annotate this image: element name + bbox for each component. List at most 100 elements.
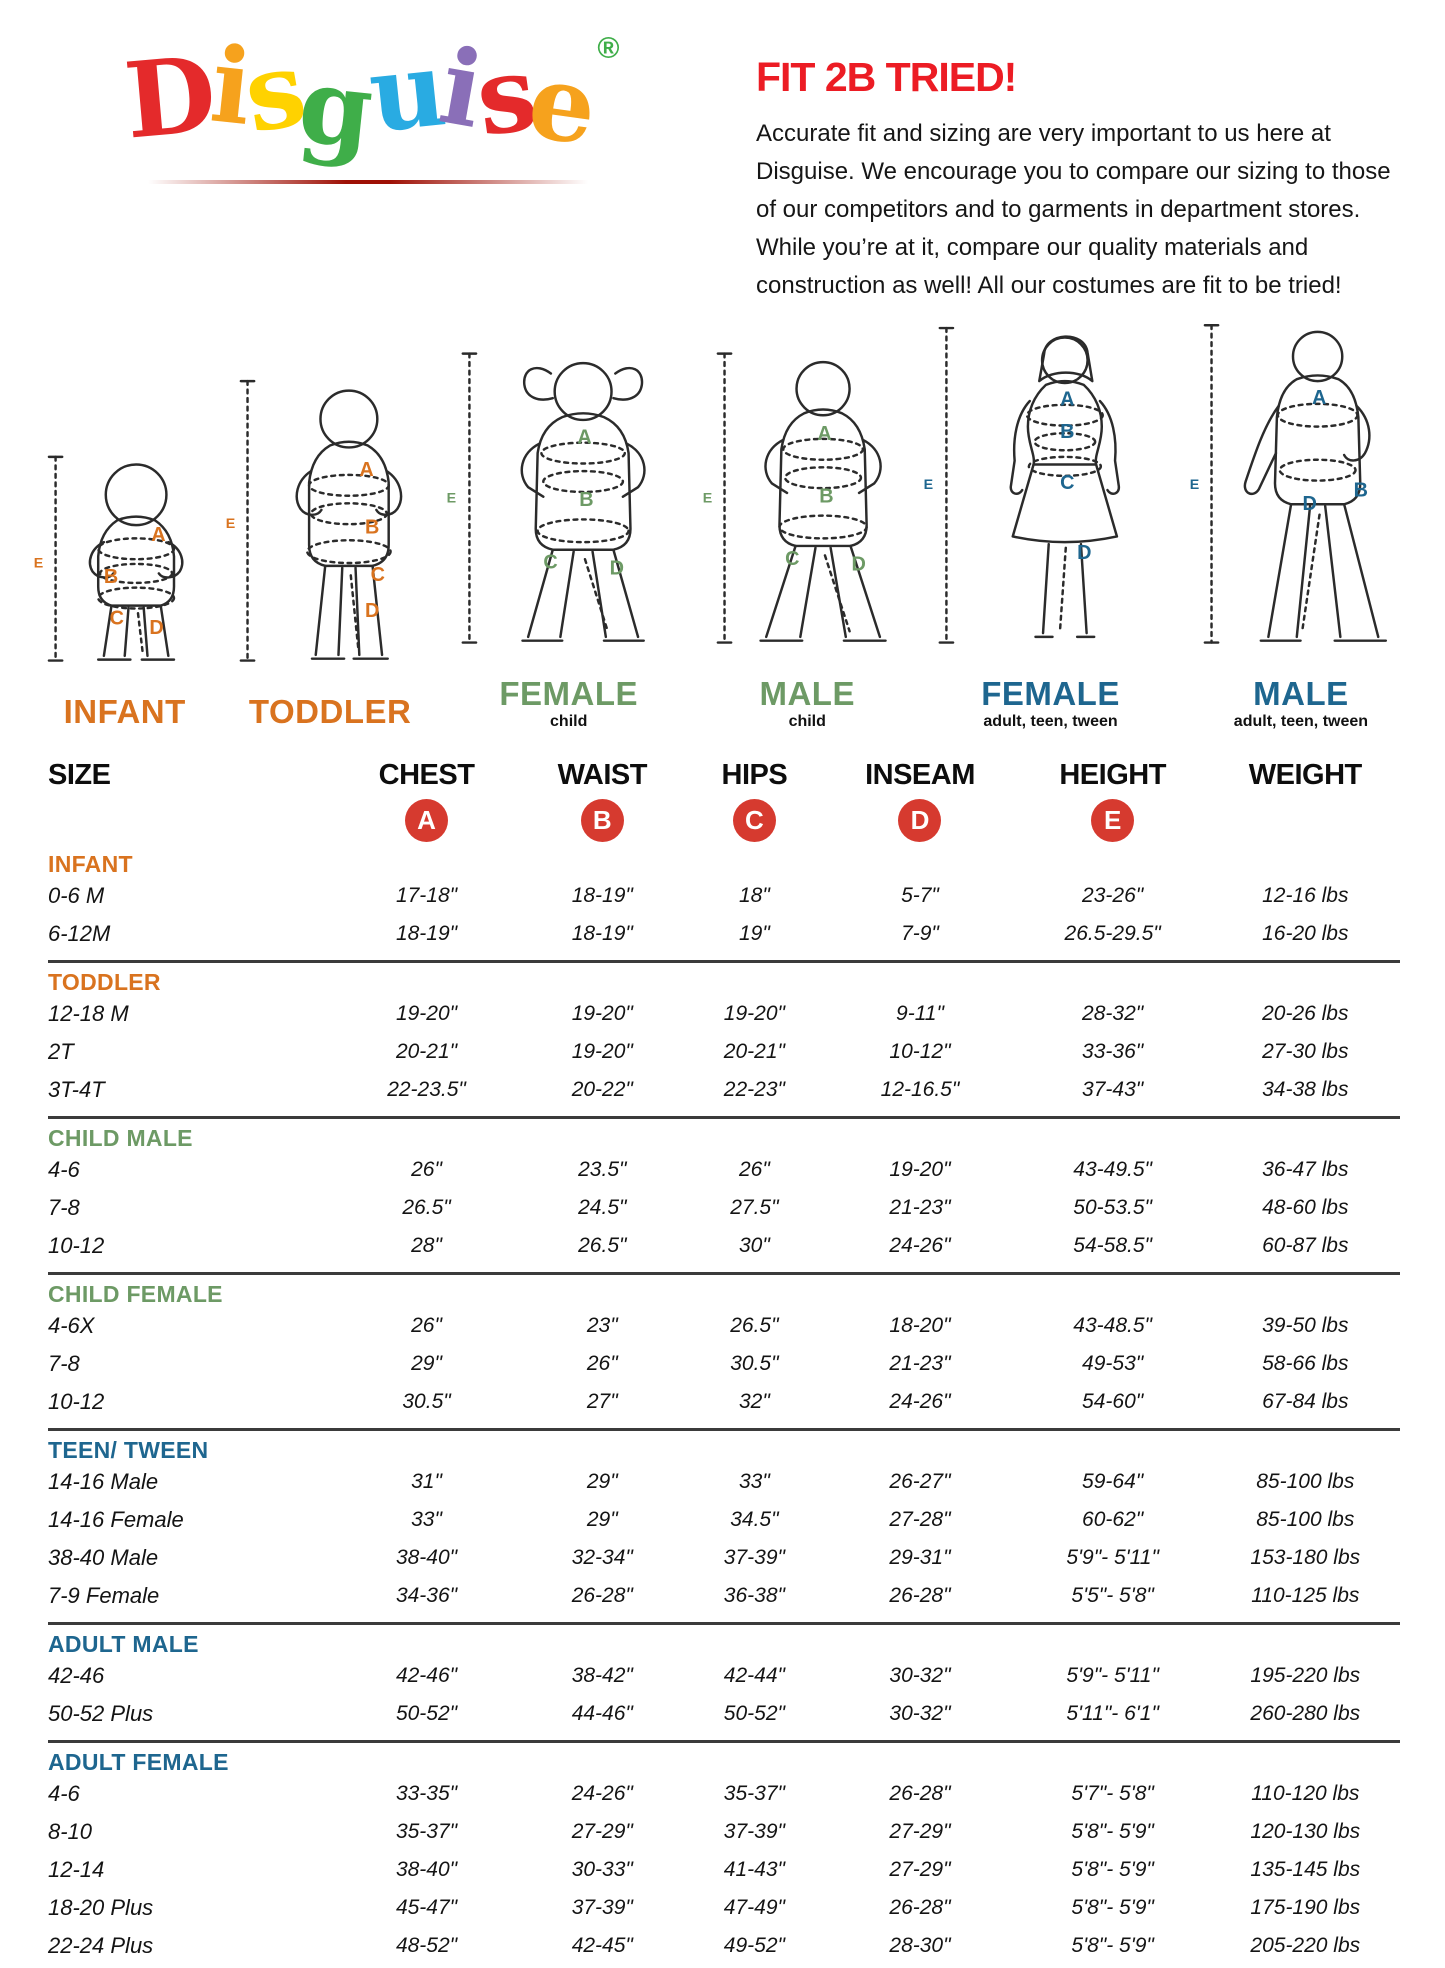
size-table-body: INFANT 0-6 M 17-18" 18-19" 18" 5-7" 23-26" 12-1… xyxy=(48,851,1400,1965)
cell-height: 43-48.5" xyxy=(1073,1314,1152,1337)
cell-chest: 48-52" xyxy=(395,1934,458,1957)
measure-letter-b: B xyxy=(579,489,593,511)
cell-waist: 19-20" xyxy=(571,1040,633,1063)
body-outline xyxy=(88,463,184,661)
cell-waist: 27" xyxy=(586,1390,618,1413)
cell-weight: 153-180 lbs xyxy=(1250,1546,1361,1569)
measure-letter-b: B xyxy=(365,517,379,539)
cell-waist: 20-22" xyxy=(571,1078,633,1101)
cell-inseam: 10-12" xyxy=(889,1040,951,1063)
measure-badge-e: E xyxy=(1091,798,1135,842)
cell-hips: 34.5" xyxy=(730,1508,779,1531)
table-row: 10-12 28" 26.5" 30" 24-26" 54-58.5" 60-87 lbs xyxy=(48,1227,1400,1265)
measure-letter-a: A xyxy=(577,427,591,449)
cell-chest: 18-19" xyxy=(395,922,458,945)
body-outline xyxy=(1243,330,1387,642)
height-line xyxy=(716,352,733,644)
cell-chest: 33" xyxy=(411,1508,442,1531)
measure-badge-c: C xyxy=(732,798,776,842)
cell-size: 50-52 Plus xyxy=(48,1701,154,1726)
cell-hips: 27.5" xyxy=(730,1196,779,1219)
table-row: 50-52 Plus 50-52" 44-46" 50-52" 30-32" 5'11"-… xyxy=(48,1695,1400,1733)
figure-label: MALE xyxy=(1253,675,1349,712)
cell-waist: 32-34" xyxy=(571,1546,633,1569)
table-row: 2T 20-21" 19-20" 20-21" 10-12" 33-36" 27-30 lb… xyxy=(48,1033,1400,1071)
height-line xyxy=(47,455,64,662)
logo-wordmark: Disguise® xyxy=(58,23,678,173)
measure-ellipses xyxy=(1025,403,1104,631)
measure-letter-a: A xyxy=(151,524,165,546)
cell-weight: 34-38 lbs xyxy=(1262,1078,1349,1101)
column-header-height: HEIGHT xyxy=(1059,758,1166,791)
cell-height: 54-60" xyxy=(1082,1390,1144,1413)
cell-inseam: 18-20" xyxy=(889,1314,951,1337)
cell-size: 6-12M xyxy=(48,921,111,946)
measure-ellipses xyxy=(1276,402,1359,631)
cell-hips: 47-49" xyxy=(723,1896,785,1919)
cell-inseam: 30-32" xyxy=(889,1664,951,1687)
logo-letter: D xyxy=(119,32,217,163)
section-title: CHILD MALE xyxy=(48,1124,193,1151)
measure-letter-c: C xyxy=(1060,472,1074,494)
table-row: 12-18 M 19-20" 19-20" 19-20" 9-11" 28-32" 20-2… xyxy=(48,995,1400,1033)
cell-height: 5'9"- 5'11" xyxy=(1066,1664,1159,1687)
cell-inseam: 21-23" xyxy=(889,1352,951,1375)
cell-size: 38-40 Male xyxy=(48,1545,159,1570)
cell-height: 5'9"- 5'11" xyxy=(1066,1546,1159,1569)
cell-hips: 32" xyxy=(738,1390,770,1413)
measure-badge-d: D xyxy=(898,798,942,842)
measure-letter-e: E xyxy=(1190,477,1199,493)
cell-hips: 41-43" xyxy=(723,1858,785,1881)
measure-letter-a: A xyxy=(818,423,832,445)
table-row: 18-20 Plus 45-47" 37-39" 47-49" 26-28" 5'8"- … xyxy=(48,1889,1400,1927)
cell-weight: 110-125 lbs xyxy=(1251,1584,1360,1607)
female-child-illustration: A B C D E xyxy=(446,352,646,644)
cell-inseam: 27-29" xyxy=(889,1820,951,1843)
cell-waist: 26-28" xyxy=(571,1584,633,1607)
cell-chest: 42-46" xyxy=(395,1664,458,1687)
registered-trademark-icon: ® xyxy=(597,32,619,65)
figure-sublabel: adult, teen, tween xyxy=(983,713,1118,730)
height-line xyxy=(938,326,955,644)
column-header-chest: CHEST xyxy=(378,758,475,791)
cell-waist: 27-29" xyxy=(571,1820,633,1843)
measure-letter-b: B xyxy=(104,566,118,588)
cell-chest: 28" xyxy=(411,1234,442,1257)
header: Disguise® FIT 2B TRIED! Accurate fit and… xyxy=(0,0,1445,305)
logo-underline-rule xyxy=(148,180,588,184)
cell-inseam: 28-30" xyxy=(889,1934,951,1957)
page-title: FIT 2B TRIED! xyxy=(756,54,1017,100)
cell-size: 22-24 Plus xyxy=(48,1933,154,1958)
table-row: 12-14 38-40" 30-33" 41-43" 27-29" 5'8"- 5'9" 1… xyxy=(48,1851,1400,1889)
body-outline xyxy=(1009,335,1120,639)
table-header-row: SIZE CHEST WAIST HIPS INSEAM HEIGHT WEIGHT xyxy=(48,757,1400,793)
cell-hips: 49-52" xyxy=(723,1934,785,1957)
figure-female-adult: A B C D E FEMALE adult, teen, tween xyxy=(918,311,1183,731)
cell-inseam: 9-11" xyxy=(896,1002,944,1025)
cell-height: 5'8"- 5'9" xyxy=(1071,1858,1154,1881)
cell-size: 14-16 Female xyxy=(48,1507,184,1532)
body-outline xyxy=(759,360,888,642)
cell-hips: 26" xyxy=(738,1158,770,1181)
section-title: CHILD FEMALE xyxy=(48,1280,223,1307)
cell-hips: 19-20" xyxy=(723,1002,785,1025)
cell-inseam: 24-26" xyxy=(889,1234,951,1257)
table-row: 38-40 Male 38-40" 32-34" 37-39" 29-31" 5'9"- … xyxy=(48,1539,1400,1577)
cell-inseam: 26-28" xyxy=(889,1896,951,1919)
measure-ellipses xyxy=(778,437,869,633)
cell-chest: 31" xyxy=(411,1470,442,1493)
cell-inseam: 19-20" xyxy=(889,1158,951,1181)
cell-waist: 23" xyxy=(586,1314,618,1337)
cell-weight: 12-16 lbs xyxy=(1262,884,1349,907)
cell-chest: 19-20" xyxy=(395,1002,458,1025)
cell-size: 7-8 xyxy=(48,1351,80,1376)
cell-weight: 27-30 lbs xyxy=(1262,1040,1349,1063)
table-row: 8-10 35-37" 27-29" 37-39" 27-29" 5'8"- 5'9" 12… xyxy=(48,1813,1400,1851)
height-line xyxy=(1203,323,1220,644)
cell-inseam: 26-27" xyxy=(889,1470,951,1493)
cell-size: 4-6 xyxy=(48,1157,80,1182)
column-header-inseam: INSEAM xyxy=(865,758,975,791)
figure-label: MALE xyxy=(759,675,855,712)
figure-sublabel: child xyxy=(550,713,588,730)
cell-hips: 33" xyxy=(738,1470,770,1493)
